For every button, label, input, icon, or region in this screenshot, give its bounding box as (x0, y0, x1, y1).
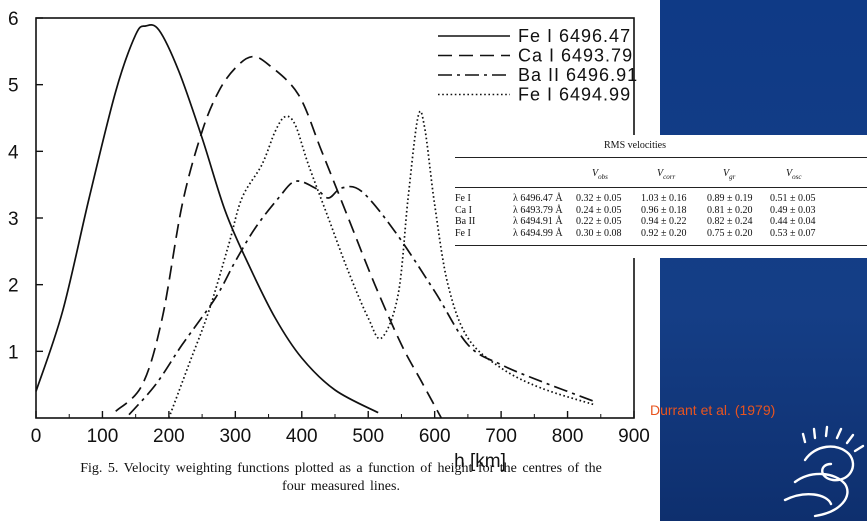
citation-text: Durrant et al. (1979) (650, 402, 776, 418)
x-tick-label: 300 (219, 426, 251, 447)
velocity-chart: 0 100 200 300 400 500 600 700 800 900 1 2 3 4 5 6 h [km]… (8, 9, 650, 472)
table-cell: 0.82 ± 0.24 (707, 216, 753, 227)
table-top-rule (455, 157, 867, 158)
legend-label-4: Fe I 6494.99 (518, 85, 631, 105)
series-line-3 (128, 180, 595, 416)
x-tick-label: 800 (552, 426, 584, 447)
table-cell: 0.96 ± 0.18 (641, 204, 687, 216)
table-header-obs: Vobs (592, 168, 608, 181)
y-tick-label: 4 (8, 142, 19, 163)
table-cell: 0.44 ± 0.04 (770, 216, 816, 227)
x-tick-label: 100 (87, 426, 119, 447)
x-tick-label: 200 (153, 426, 185, 447)
x-tick-label: 400 (286, 426, 318, 447)
table-cell: 0.49 ± 0.03 (770, 204, 816, 216)
caption-line-2: four measured lines. (282, 479, 400, 494)
caption-line-1: Fig. 5. Velocity weighting functions plo… (80, 461, 602, 476)
legend-label-2: Ca I 6493.79 (518, 46, 633, 66)
table-cell: 0.53 ± 0.07 (770, 227, 816, 239)
table-cell: 0.51 ± 0.05 (770, 193, 816, 204)
y-tick-label: 6 (8, 9, 19, 30)
table-header-osc: Vosc (786, 168, 802, 181)
table-cell: Ba II (455, 216, 476, 227)
figure-panel: 0 100 200 300 400 500 600 700 800 900 1 2 3 4 5 6 h [km]… (0, 0, 660, 521)
table-cell: λ 6494.91 Å (513, 216, 563, 227)
table-header-rule (455, 187, 867, 188)
table-cell: 0.30 ± 0.08 (576, 227, 622, 239)
y-tick-label: 3 (8, 209, 19, 230)
table-header-subscript: corr (663, 173, 676, 181)
x-tick-label: 900 (618, 426, 650, 447)
y-tick-label: 1 (8, 342, 19, 363)
series-line-4 (168, 110, 595, 419)
legend-label-3: Ba II 6496.91 (518, 65, 638, 85)
table-cell: 0.32 ± 0.05 (576, 193, 622, 204)
x-tick-label: 500 (352, 426, 384, 447)
chart-series (35, 24, 595, 419)
table-cell: 0.24 ± 0.05 (576, 204, 622, 216)
series-line-1 (35, 24, 379, 414)
table-cell: λ 6493.79 Å (513, 204, 563, 216)
y-tick-label: 5 (8, 76, 19, 97)
table-header-subscript: osc (792, 173, 802, 181)
table-cell: λ 6496.47 Å (513, 193, 563, 204)
table-cell: 0.89 ± 0.19 (707, 193, 753, 204)
legend-label-1: Fe I 6496.47 (518, 26, 631, 46)
x-tick-label: 0 (31, 426, 42, 447)
table-cell: 1.03 ± 0.16 (641, 193, 687, 204)
rms-velocities-table: RMS velocities Vobs Vcorr Vgr Vosc Fe I λ 649… (455, 135, 867, 258)
table-header-subscript: gr (729, 173, 736, 181)
series-line-2 (115, 55, 443, 419)
table-cell: 0.22 ± 0.05 (576, 216, 622, 227)
x-tick-label: 600 (419, 426, 451, 447)
table-cell: λ 6494.99 Å (513, 227, 563, 239)
table-header-subscript: obs (598, 173, 608, 181)
x-axis-label: h [km] (454, 451, 506, 472)
table-cell: Fe I (455, 193, 471, 204)
table-cell: Fe I (455, 227, 471, 239)
table-bottom-rule (455, 245, 867, 246)
chart-axes: 0 100 200 300 400 500 600 700 800 900 1 2 3 4 5 6 h [km] (8, 9, 650, 472)
table-header-gr: Vgr (723, 168, 736, 181)
table-cell: 0.81 ± 0.20 (707, 204, 753, 216)
table-header-corr: Vcorr (657, 168, 676, 181)
x-tick-label: 700 (485, 426, 517, 447)
y-tick-label: 2 (8, 276, 19, 297)
table-title: RMS velocities (604, 140, 666, 151)
table-cell: 0.75 ± 0.20 (707, 227, 753, 239)
swirl-logo-icon (783, 425, 865, 518)
figure-caption: Fig. 5. Velocity weighting functions plo… (36, 460, 646, 496)
table-cell: 0.94 ± 0.22 (641, 216, 687, 227)
table-cell: Ca I (455, 204, 472, 216)
table-cell: 0.92 ± 0.20 (641, 227, 687, 239)
